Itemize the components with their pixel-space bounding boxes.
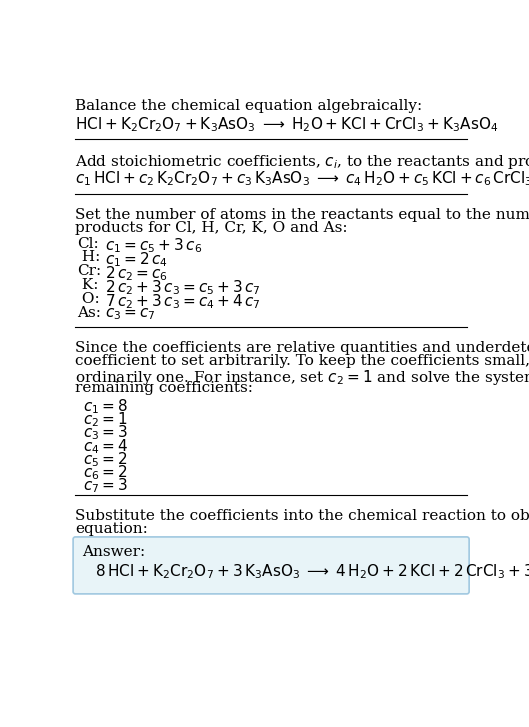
Text: $c_3 = c_7$: $c_3 = c_7$ bbox=[105, 306, 156, 321]
Text: $c_1 = 2\,c_4$: $c_1 = 2\,c_4$ bbox=[105, 251, 168, 269]
Text: H:: H: bbox=[77, 251, 101, 265]
Text: ordinarily one. For instance, set $c_2 = 1$ and solve the system of equations fo: ordinarily one. For instance, set $c_2 =… bbox=[76, 368, 529, 387]
Text: Substitute the coefficients into the chemical reaction to obtain the balanced: Substitute the coefficients into the che… bbox=[76, 509, 529, 523]
Text: $8\,\mathrm{HCl} + \mathrm{K_2Cr_2O_7} + 3\,\mathrm{K_3AsO_3} \;\longrightarrow\: $8\,\mathrm{HCl} + \mathrm{K_2Cr_2O_7} +… bbox=[95, 562, 529, 581]
Text: Cl:: Cl: bbox=[77, 236, 99, 251]
Text: K:: K: bbox=[77, 278, 98, 292]
Text: remaining coefficients:: remaining coefficients: bbox=[76, 381, 253, 395]
Text: $c_4 = 4$: $c_4 = 4$ bbox=[83, 437, 129, 456]
Text: Since the coefficients are relative quantities and underdetermined, choose a: Since the coefficients are relative quan… bbox=[76, 342, 529, 356]
FancyBboxPatch shape bbox=[73, 537, 469, 594]
Text: Add stoichiometric coefficients, $c_i$, to the reactants and products:: Add stoichiometric coefficients, $c_i$, … bbox=[76, 153, 529, 171]
Text: $c_7 = 3$: $c_7 = 3$ bbox=[83, 476, 128, 495]
Text: O:: O: bbox=[77, 292, 100, 306]
Text: $c_2 = 1$: $c_2 = 1$ bbox=[83, 411, 128, 430]
Text: $c_3 = 3$: $c_3 = 3$ bbox=[83, 424, 128, 443]
Text: coefficient to set arbitrarily. To keep the coefficients small, the arbitrary va: coefficient to set arbitrarily. To keep … bbox=[76, 355, 529, 369]
Text: Answer:: Answer: bbox=[81, 545, 145, 559]
Text: Balance the chemical equation algebraically:: Balance the chemical equation algebraica… bbox=[76, 99, 423, 113]
Text: As:: As: bbox=[77, 306, 101, 320]
Text: $c_6 = 2$: $c_6 = 2$ bbox=[83, 463, 127, 482]
Text: products for Cl, H, Cr, K, O and As:: products for Cl, H, Cr, K, O and As: bbox=[76, 221, 348, 236]
Text: equation:: equation: bbox=[76, 522, 148, 537]
Text: Cr:: Cr: bbox=[77, 265, 101, 278]
Text: $c_1 = c_5 + 3\,c_6$: $c_1 = c_5 + 3\,c_6$ bbox=[105, 236, 202, 255]
Text: $2\,c_2 = c_6$: $2\,c_2 = c_6$ bbox=[105, 265, 168, 283]
Text: $c_1 = 8$: $c_1 = 8$ bbox=[83, 398, 128, 417]
Text: $2\,c_2 + 3\,c_3 = c_5 + 3\,c_7$: $2\,c_2 + 3\,c_3 = c_5 + 3\,c_7$ bbox=[105, 278, 261, 297]
Text: $7\,c_2 + 3\,c_3 = c_4 + 4\,c_7$: $7\,c_2 + 3\,c_3 = c_4 + 4\,c_7$ bbox=[105, 292, 261, 310]
Text: $c_1\,\mathrm{HCl} + c_2\,\mathrm{K_2Cr_2O_7} + c_3\,\mathrm{K_3AsO_3} \;\longri: $c_1\,\mathrm{HCl} + c_2\,\mathrm{K_2Cr_… bbox=[76, 169, 529, 188]
Text: Set the number of atoms in the reactants equal to the number of atoms in the: Set the number of atoms in the reactants… bbox=[76, 208, 529, 222]
Text: $c_5 = 2$: $c_5 = 2$ bbox=[83, 450, 127, 469]
Text: $\mathrm{HCl + K_2Cr_2O_7 + K_3AsO_3 \;\longrightarrow\; H_2O + KCl + CrCl_3 + K: $\mathrm{HCl + K_2Cr_2O_7 + K_3AsO_3 \;\… bbox=[76, 116, 499, 134]
